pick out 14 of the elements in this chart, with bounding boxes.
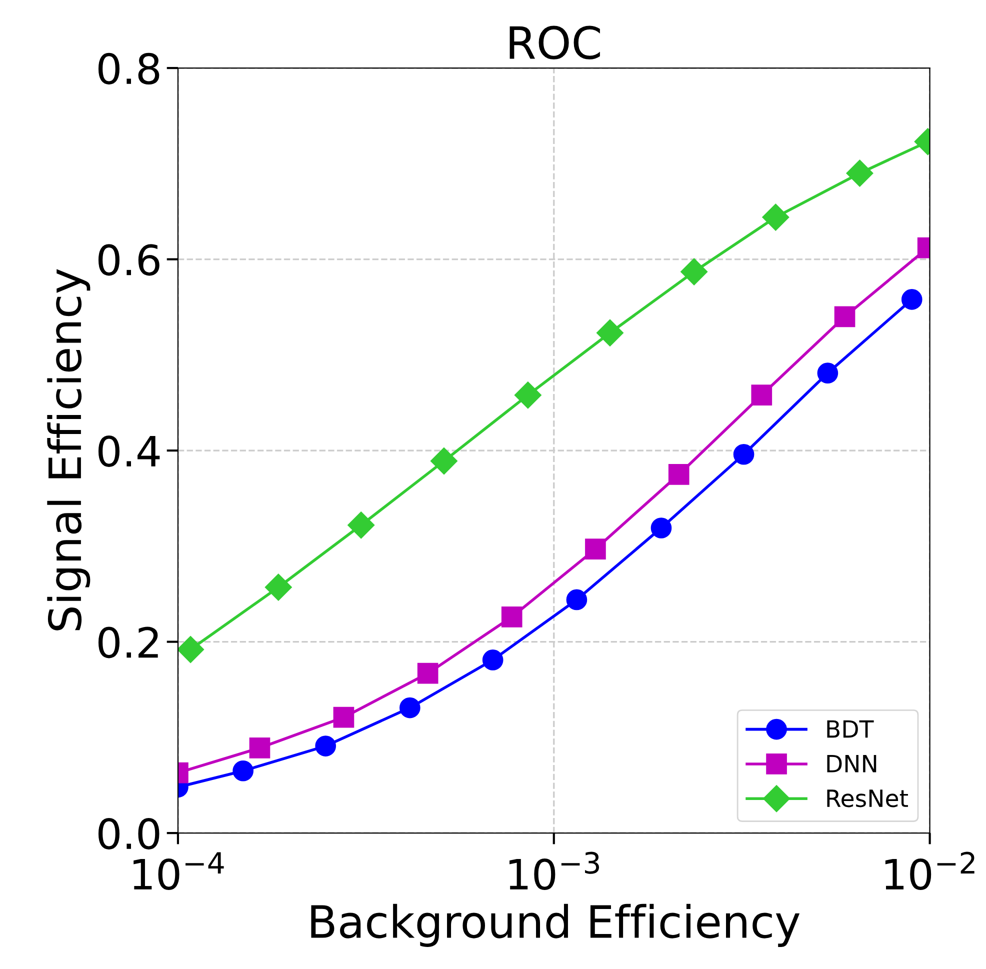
- x-axis-title: Background Efficiency: [311, 904, 800, 947]
- x-tick-label: 10$^{−2}$: [885, 852, 974, 890]
- y-tick-label: 0.0: [98, 818, 160, 850]
- y-axis-title: Signal Efficiency: [47, 269, 90, 630]
- y-tick-label: 0.6: [98, 244, 160, 276]
- legend-label: DNN: [827, 755, 876, 772]
- y-tick-label: 0.4: [98, 435, 160, 467]
- x-tick-label: 10$^{−3}$: [510, 852, 600, 890]
- legend-label: ResNet: [827, 790, 908, 808]
- x-tick-label: 10$^{−4}$: [134, 852, 224, 890]
- legend-label: BDT: [827, 720, 874, 738]
- y-tick-label: 0.8: [98, 52, 160, 84]
- y-tick-label: 0.2: [98, 626, 158, 658]
- chart-title: ROC: [510, 26, 600, 60]
